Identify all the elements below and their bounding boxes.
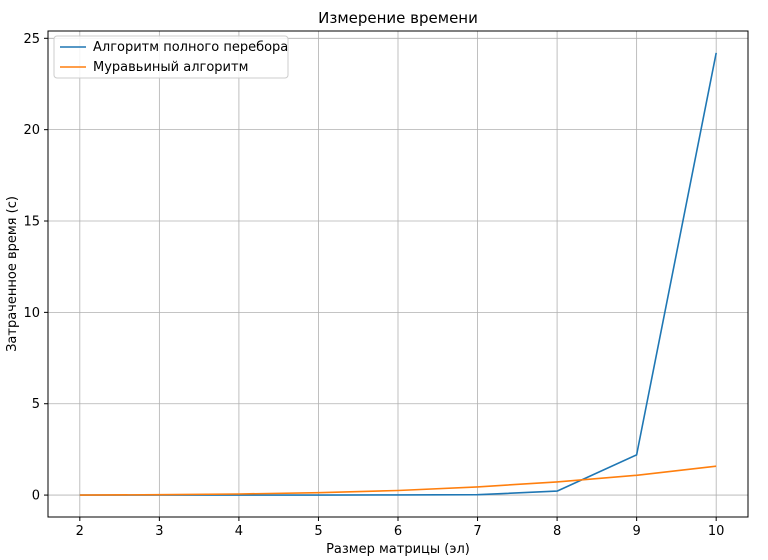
y-tick-label: 5 — [32, 397, 40, 412]
y-axis-title: Затраченное время (с) — [5, 196, 20, 352]
legend-label-ant-colony: Муравьиный алгоритм — [93, 60, 248, 75]
x-tick-label: 2 — [76, 524, 84, 539]
y-tick-label: 25 — [23, 32, 40, 47]
x-tick-label: 10 — [708, 524, 725, 539]
grid-lines — [48, 31, 748, 517]
y-tick-label: 15 — [23, 215, 40, 230]
x-tick-label: 5 — [314, 524, 322, 539]
series-line-1 — [79, 465, 717, 496]
x-tick-label: 7 — [473, 524, 481, 539]
y-tick-label: 10 — [23, 306, 40, 321]
y-tick-label: 20 — [23, 123, 40, 138]
series-lines — [79, 52, 717, 496]
x-axis-title: Размер матрицы (эл) — [326, 542, 470, 557]
x-tick-label: 3 — [155, 524, 163, 539]
y-tick-label: 0 — [32, 489, 40, 504]
legend-label-full-search: Алгоритм полного перебора — [93, 40, 288, 55]
axis-ticks: 2 3 4 5 6 7 8 9 10 0 5 10 15 20 25 — [23, 32, 724, 539]
x-tick-label: 8 — [553, 524, 561, 539]
x-tick-label: 6 — [394, 524, 402, 539]
x-tick-label: 9 — [632, 524, 640, 539]
legend-box — [53, 35, 289, 79]
legend: Алгоритм полного перебора Муравьиный алг… — [53, 35, 289, 79]
chart-title: Измерение времени — [318, 9, 478, 27]
x-tick-label: 4 — [235, 524, 243, 539]
